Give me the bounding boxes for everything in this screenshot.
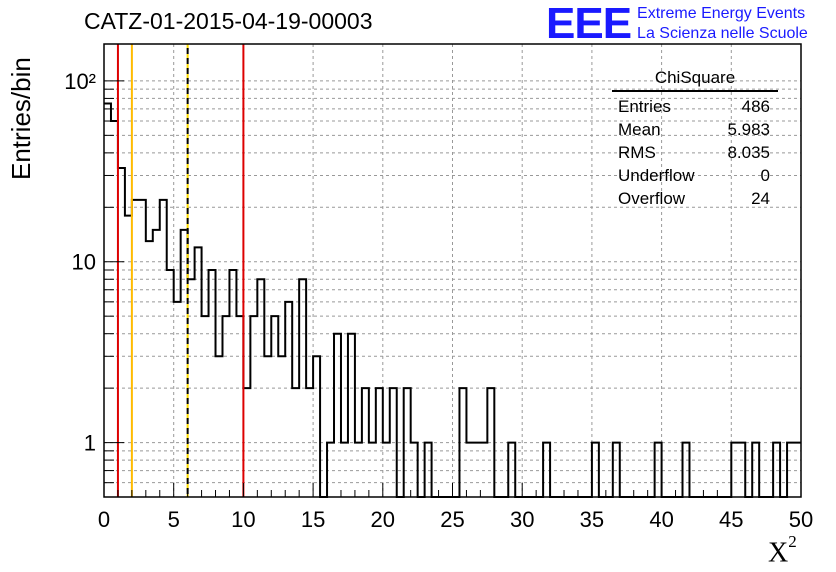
stats-row: Underflow 0 (612, 164, 778, 187)
x-axis-ticks: 0 5 10 15 20 25 30 35 40 45 50 (98, 483, 813, 532)
stats-value: 8.035 (727, 143, 770, 162)
stats-label: Mean (618, 120, 661, 139)
x-tick-label: 5 (168, 507, 180, 532)
stats-row: Entries 486 (612, 95, 778, 118)
x-tick-label: 15 (301, 507, 325, 532)
stats-row: Overflow 24 (612, 187, 778, 210)
stats-value: 486 (741, 97, 770, 116)
stats-value: 5.983 (727, 120, 770, 139)
x-tick-label: 10 (231, 507, 255, 532)
stats-box: ChiSquare Entries 486 Mean 5.983 RMS 8.0… (612, 68, 778, 210)
y-axis-ticks: 1 10 10² (64, 69, 124, 484)
eee-logo-text: Extreme Energy Events La Scienza nelle S… (637, 2, 808, 44)
stats-label: Underflow (618, 166, 695, 185)
stats-label: RMS (618, 143, 656, 162)
x-tick-label: 25 (440, 507, 464, 532)
x-axis-label: X2 (768, 532, 797, 569)
x-tick-label: 50 (789, 507, 813, 532)
stats-label: Entries (618, 97, 671, 116)
y-tick-label: 1 (84, 431, 96, 456)
x-tick-label: 30 (510, 507, 534, 532)
reference-lines (116, 44, 245, 497)
grid-lines (104, 44, 801, 497)
stats-box-title: ChiSquare (612, 68, 778, 92)
eee-logo: EEE Extreme Energy Events La Scienza nel… (546, 2, 808, 46)
x-tick-label: 45 (719, 507, 743, 532)
x-tick-label: 20 (371, 507, 395, 532)
x-tick-label: 40 (649, 507, 673, 532)
stats-row: RMS 8.035 (612, 141, 778, 164)
stats-row: Mean 5.983 (612, 118, 778, 141)
stats-value: 24 (751, 189, 770, 208)
stats-label: Overflow (618, 189, 686, 208)
logo-line-2: La Scienza nelle Scuole (637, 25, 808, 42)
logo-line-1: Extreme Energy Events (637, 5, 806, 22)
x-tick-label: 35 (580, 507, 604, 532)
stats-value: 0 (760, 166, 770, 185)
y-axis-label: Entries/bin (6, 57, 36, 180)
eee-logo-mark: EEE (546, 0, 632, 48)
x-tick-label: 0 (98, 507, 110, 532)
y-tick-label: 10² (64, 69, 96, 94)
y-tick-label: 10 (72, 250, 96, 275)
chart-title: CATZ-01-2015-04-19-00003 (84, 8, 373, 34)
